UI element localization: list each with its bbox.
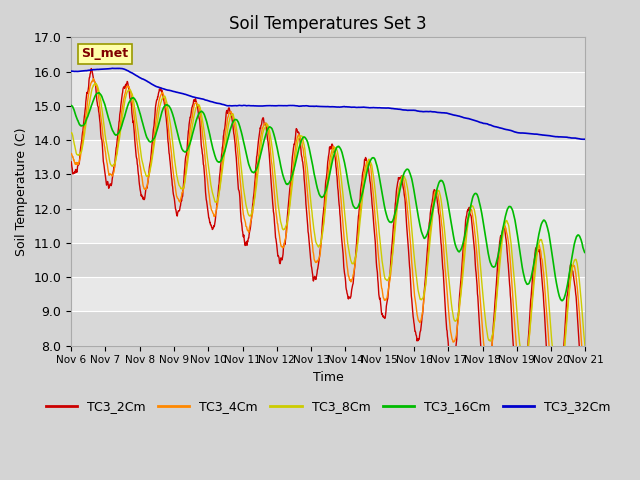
Bar (71, 243, 586, 277)
Title: Soil Temperatures Set 3: Soil Temperatures Set 3 (230, 15, 427, 33)
Y-axis label: Soil Temperature (C): Soil Temperature (C) (15, 127, 28, 256)
Bar (71, 106, 586, 140)
Bar (71, 174, 586, 209)
Bar (71, 209, 586, 243)
Bar (71, 37, 586, 72)
Text: SI_met: SI_met (81, 48, 129, 60)
Legend: TC3_2Cm, TC3_4Cm, TC3_8Cm, TC3_16Cm, TC3_32Cm: TC3_2Cm, TC3_4Cm, TC3_8Cm, TC3_16Cm, TC3… (40, 395, 616, 418)
Bar (71, 312, 586, 346)
X-axis label: Time: Time (313, 371, 344, 384)
Bar (71, 277, 586, 312)
Bar (71, 140, 586, 174)
Bar (71, 72, 586, 106)
